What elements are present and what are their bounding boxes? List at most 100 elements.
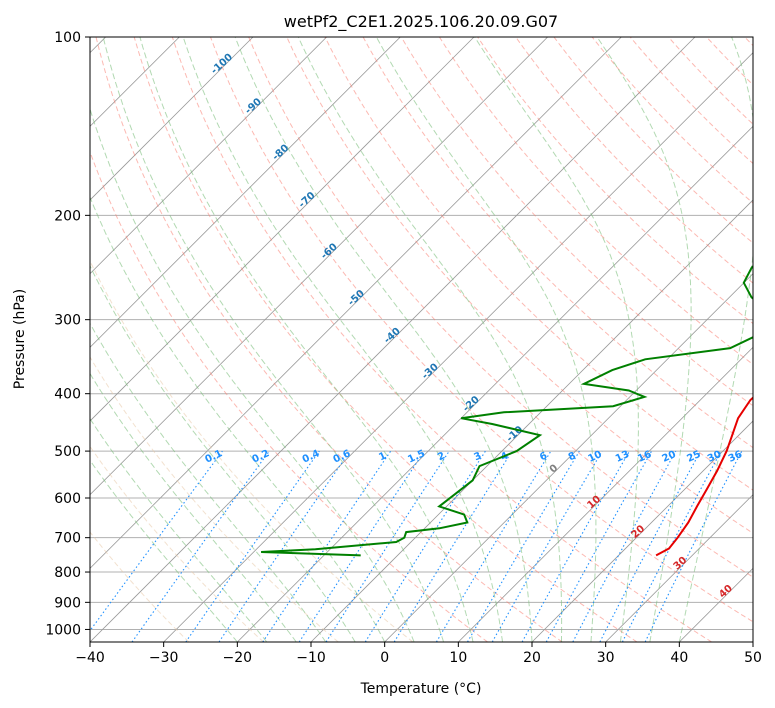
y-axis-label: Pressure (hPa) [12,289,28,389]
dry-adiabat-line [515,37,753,284]
moist-adiabat-line [474,37,639,642]
dry-adiabat-line [90,259,414,642]
isotherm-line [163,52,753,642]
y-tick-label: 900 [54,595,81,611]
isotherm-line [90,37,401,348]
dry-adiabat-line [90,445,264,642]
mixing-ratio-line [262,450,392,642]
isotherm-line [384,273,753,642]
x-tick-label: −30 [149,650,179,666]
moist-adiabat-line [90,264,356,642]
dry-adiabat-line [210,37,753,623]
isotherm-line [90,37,327,275]
x-tick-label: 0 [380,650,389,666]
y-tick-label: 300 [54,313,81,329]
moist-adiabat-line [596,37,692,642]
moist-adiabat-line [90,322,327,642]
dry-adiabat-line [90,531,190,642]
moist-adiabat-line [678,37,753,642]
x-tick-label: −10 [296,650,326,666]
moist-adiabat-line [234,37,533,642]
sounding-profiles [261,265,753,557]
moist-adiabat-line [90,107,415,642]
isotherm-line [90,37,475,422]
dry-adiabat-line [400,37,753,407]
mixing-ratio-label: 2 [436,450,447,463]
mixing-ratio-line [90,450,223,632]
mixing-ratio-line [218,450,351,642]
isotherm-line [531,420,753,642]
mixing-ratio-label: 10 [586,449,603,465]
isotherm-line [605,494,753,642]
y-tick-label: 400 [54,387,81,403]
mixing-ratio-label: 3 [472,450,483,463]
mixing-ratio-line [131,450,270,642]
mixing-ratio-label: 36 [727,449,744,465]
x-tick-label: 20 [523,650,541,666]
x-tick-label: 40 [670,650,688,666]
dry-adiabat-line [95,37,563,642]
y-tick-label: 200 [54,208,81,224]
mixing-ratio-lines [90,450,743,642]
moist-adiabat-line [139,37,474,642]
moist-adiabat-line [90,459,238,642]
moist-adiabat-lines [90,37,753,642]
plot-frame [89,36,754,643]
dry-adiabat-line [248,37,753,578]
moist-adiabat-line [90,372,297,642]
mixing-ratio-label: 16 [636,449,653,465]
moist-adiabat-line [182,37,503,642]
dry-adiabat-line [90,356,339,642]
moist-adiabat-line [102,37,445,642]
mixing-ratio-label: 25 [685,449,702,465]
y-tick-label: 1000 [45,622,81,638]
mixing-ratio-label: 20 [661,449,678,465]
mixing-ratio-label: 13 [614,449,631,465]
dry-adiabat-line [133,37,638,642]
x-tick-label: −40 [75,650,105,666]
mixing-ratio-line [298,450,425,642]
mixing-ratio-line [185,450,320,642]
mixing-ratio-line [572,450,677,642]
y-tick-label: 600 [54,491,81,507]
dry-adiabat-line [438,37,753,366]
mixing-ratio-label: 30 [706,449,723,465]
y-axis: 100 200 300 400 500 600 700 800 900 1000 [45,30,90,638]
y-tick-label: 500 [54,444,81,460]
dry-adiabat-lines [90,37,753,642]
isobar-grid [90,37,753,630]
isotherm-line [90,37,696,642]
mixing-ratio-label: 6 [538,450,549,463]
mixing-ratio-label: 1 [377,450,388,463]
y-tick-label: 100 [54,30,81,46]
x-axis: −40 −30 −20 −10 0 10 20 30 40 50 [75,642,762,666]
dry-adiabat-line [90,150,488,642]
isotherm-line [90,37,254,201]
chart-title: wetPf2_C2E1.2025.106.20.09.G07 [284,12,558,32]
isotherm-line [90,37,548,496]
mixing-ratio-line [545,450,653,642]
x-tick-label: −20 [223,650,253,666]
x-tick-label: 10 [449,650,467,666]
dry-adiabat-line [171,37,712,642]
mixing-ratio-label: 8 [567,450,578,463]
x-tick-label: 30 [597,650,615,666]
y-tick-label: 800 [54,565,81,581]
temperature-profile-line [655,396,753,557]
isotherm-line [458,346,753,642]
x-tick-label: 50 [744,650,762,666]
x-axis-label: Temperature (°C) [360,681,482,697]
dewpoint-profile-line [261,265,753,557]
moist-adiabat-line [90,417,268,642]
isotherm-line [90,37,622,569]
y-tick-label: 700 [54,531,81,547]
mixing-ratio-line [325,450,450,642]
moist-adiabat-line [90,196,386,642]
isotherm-line [237,125,753,642]
mixing-ratio-line [393,450,513,642]
moist-adiabat-line [297,37,563,642]
mixing-ratio-line [644,450,743,642]
mixing-ratio-line [521,450,630,642]
dry-adiabat-line [324,37,753,491]
